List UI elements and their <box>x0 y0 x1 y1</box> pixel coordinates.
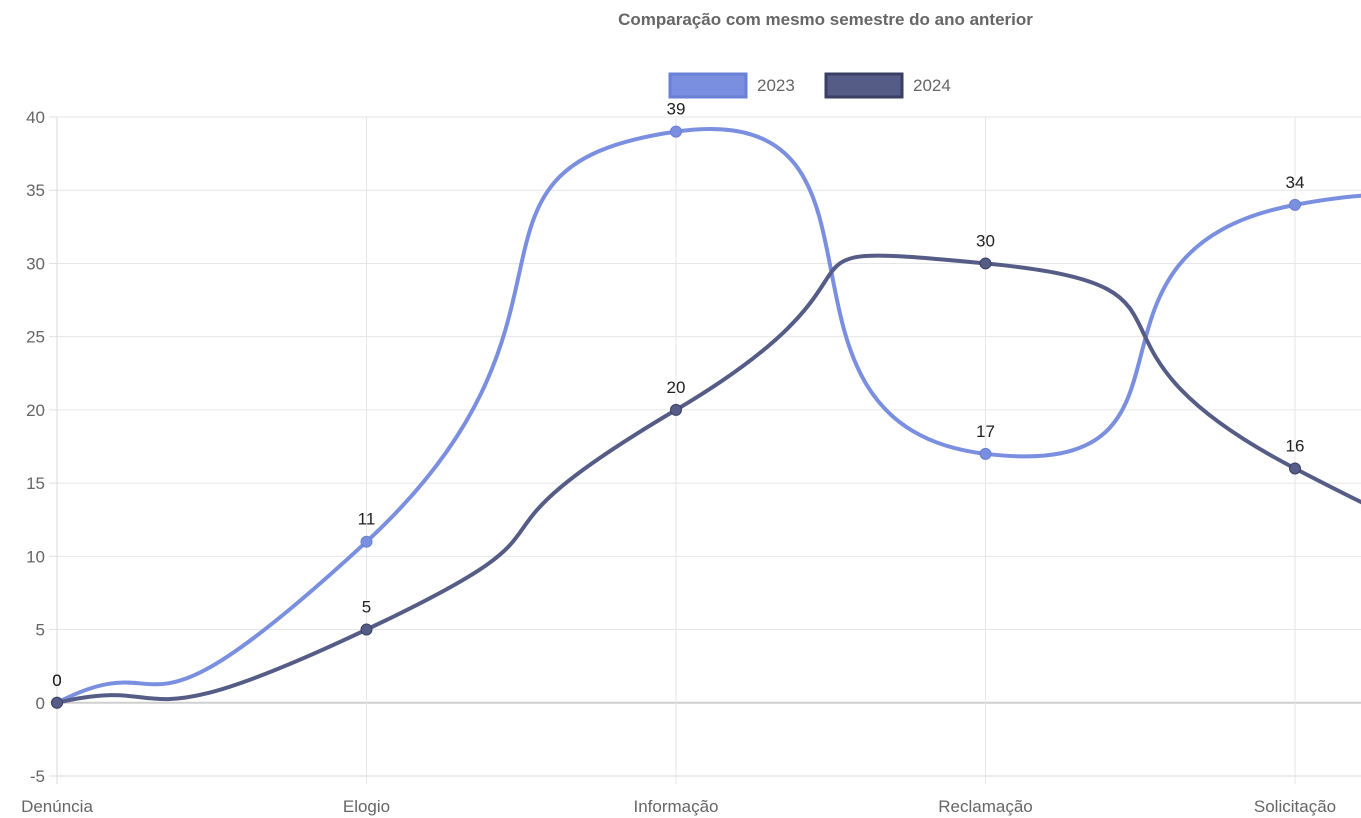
x-tick-label: Solicitação <box>1254 797 1336 816</box>
data-point-2023[interactable] <box>1289 198 1301 211</box>
y-tick-label: 25 <box>26 328 45 347</box>
x-tick-label: Elogio <box>343 797 390 816</box>
y-tick-label: 0 <box>36 694 45 713</box>
data-label-2024: 5 <box>362 598 371 617</box>
x-tick-label: Denúncia <box>21 797 93 816</box>
chart-title: Comparação com mesmo semestre do ano ant… <box>618 10 1033 29</box>
data-label-2024: 30 <box>976 231 995 250</box>
data-label-2023: 34 <box>1286 173 1305 192</box>
y-tick-label: 40 <box>26 108 45 127</box>
y-tick-label: 35 <box>26 181 45 200</box>
data-point-2024[interactable] <box>1289 462 1301 475</box>
data-point-2024[interactable] <box>360 623 373 636</box>
x-tick-label: Informação <box>633 797 718 816</box>
data-label-2023: 0 <box>52 671 61 690</box>
data-point-2024[interactable] <box>979 257 992 270</box>
y-tick-label: 5 <box>36 621 45 640</box>
legend-item-2024[interactable]: 2024 <box>824 72 951 99</box>
legend-item-2023[interactable]: 2023 <box>668 72 795 99</box>
y-tick-label: -5 <box>30 767 45 786</box>
y-tick-label: 10 <box>26 547 45 566</box>
series-line-2024 <box>56 253 1361 705</box>
legend-swatch <box>824 72 904 99</box>
x-tick-label: Reclamação <box>938 797 1033 816</box>
data-point-2024[interactable] <box>670 403 682 416</box>
data-point-2024[interactable] <box>51 696 63 709</box>
data-label-2023: 39 <box>667 100 686 119</box>
legend-swatch <box>668 72 748 99</box>
legend-label: 2024 <box>913 76 951 95</box>
data-point-2023[interactable] <box>670 125 682 138</box>
data-label-2023: 11 <box>358 510 376 529</box>
data-point-2023[interactable] <box>360 535 373 548</box>
data-point-2023[interactable] <box>979 447 992 460</box>
data-label-2024: 16 <box>1286 436 1305 455</box>
series-line-2023 <box>56 127 1361 705</box>
data-label-2024: 20 <box>667 378 686 397</box>
y-tick-label: 20 <box>26 401 45 420</box>
y-tick-label: 30 <box>26 254 45 273</box>
legend-label: 2023 <box>757 76 795 95</box>
data-label-2024: 0 <box>52 671 61 690</box>
y-tick-label: 15 <box>26 474 45 493</box>
data-label-2023: 17 <box>976 422 995 441</box>
